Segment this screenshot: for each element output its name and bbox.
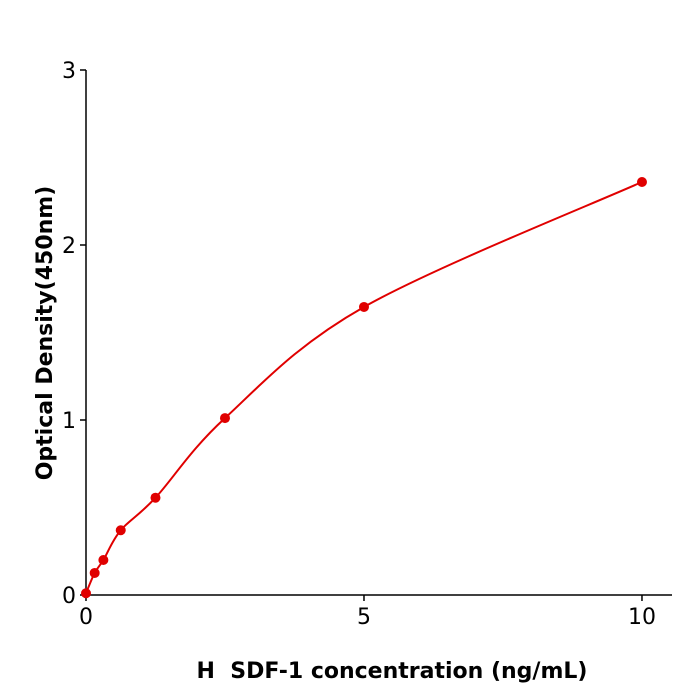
x-tick-label: 10 (628, 605, 656, 630)
data-point (115, 525, 126, 536)
y-axis-label: Optical Density(450nm) (33, 186, 58, 481)
y-tick-label: 1 (62, 409, 76, 434)
y-tick-label: 0 (62, 584, 76, 609)
data-point (98, 555, 109, 565)
data-point (81, 588, 91, 599)
data-point (636, 177, 647, 187)
y-tick-label: 3 (62, 59, 76, 84)
fit-curve (85, 181, 643, 594)
axes: 0 5 10 0 1 2 3 (62, 59, 672, 630)
x-tick-label: 0 (79, 605, 93, 630)
data-point (89, 567, 100, 578)
y-tick-label: 2 (62, 234, 76, 259)
x-axis-label: H SDF-1 concentration (ng/mL) (197, 659, 588, 684)
data-point (358, 301, 369, 312)
x-tick-label: 5 (357, 605, 371, 630)
data-point (219, 413, 230, 424)
data-points (81, 177, 647, 599)
data-point (150, 492, 161, 503)
